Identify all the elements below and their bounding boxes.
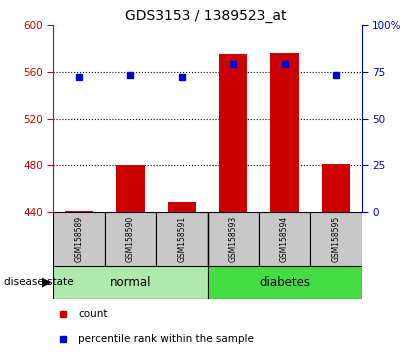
Bar xyxy=(156,212,208,266)
Bar xyxy=(65,211,93,212)
Text: GSM158589: GSM158589 xyxy=(75,216,83,262)
Text: percentile rank within the sample: percentile rank within the sample xyxy=(78,333,254,344)
Text: GSM158593: GSM158593 xyxy=(229,216,238,262)
Bar xyxy=(53,266,208,299)
Text: GSM158590: GSM158590 xyxy=(126,216,135,262)
Bar xyxy=(105,212,156,266)
Text: GSM158594: GSM158594 xyxy=(280,216,289,262)
Text: count: count xyxy=(78,309,108,320)
Text: GSM158591: GSM158591 xyxy=(178,216,186,262)
Text: disease state: disease state xyxy=(4,277,74,287)
Bar xyxy=(168,202,196,212)
Text: ▶: ▶ xyxy=(42,276,52,289)
Bar xyxy=(116,165,145,212)
Text: diabetes: diabetes xyxy=(259,276,310,289)
Bar xyxy=(53,212,105,266)
Bar xyxy=(259,212,310,266)
Bar xyxy=(208,266,362,299)
Bar xyxy=(322,164,350,212)
Bar xyxy=(208,212,259,266)
Text: GDS3153 / 1389523_at: GDS3153 / 1389523_at xyxy=(125,9,286,23)
Bar xyxy=(270,53,299,212)
Text: GSM158595: GSM158595 xyxy=(332,216,340,262)
Bar xyxy=(310,212,362,266)
Bar xyxy=(219,54,247,212)
Text: normal: normal xyxy=(110,276,151,289)
